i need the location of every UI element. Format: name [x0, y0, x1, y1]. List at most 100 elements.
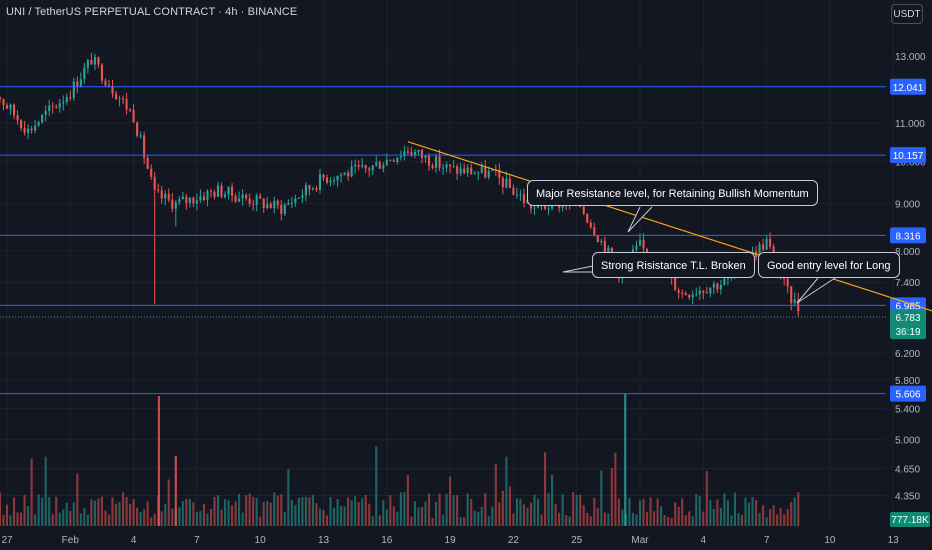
volume-bar: [596, 507, 599, 526]
volume-bar: [283, 512, 286, 526]
annotation-entry-level[interactable]: Good entry level for Long: [758, 252, 900, 278]
volume-bar: [93, 500, 96, 526]
candle-body: [484, 166, 487, 178]
volume-bar: [216, 495, 220, 526]
candle-body: [114, 93, 118, 100]
price-tick-label: 6.200: [895, 349, 920, 360]
candle-body: [12, 104, 16, 116]
volume-bar: [318, 508, 322, 526]
volume-bar: [586, 512, 589, 526]
volume-bar: [477, 511, 480, 526]
volume-bar: [167, 479, 170, 526]
annotation-trendline-broken[interactable]: Strong Risistance T.L. Broken: [592, 252, 755, 278]
candle-body: [410, 152, 413, 156]
candle-body: [354, 165, 357, 167]
candle-body: [238, 198, 241, 202]
volume-bar: [41, 497, 44, 526]
volume-bar: [364, 494, 367, 526]
volume-bar: [354, 496, 357, 526]
candle-body: [413, 151, 416, 156]
candle-body: [41, 114, 44, 123]
level-price-label: 12.041: [893, 83, 924, 94]
volume-bar: [769, 509, 772, 526]
volume-bar: [297, 497, 300, 526]
candle-body: [301, 195, 304, 198]
volume-bar: [392, 506, 395, 526]
time-tick-label: 4: [131, 535, 137, 546]
level-price-label: 5.606: [895, 390, 920, 401]
volume-bar: [220, 509, 223, 526]
candle-body: [72, 81, 75, 98]
candle-body: [104, 80, 107, 86]
candle-body: [603, 240, 606, 255]
volume-bar: [343, 506, 346, 526]
volume-bar: [529, 502, 533, 526]
candle-body: [79, 79, 82, 87]
candle-body: [248, 198, 251, 204]
volume-bar: [512, 513, 515, 526]
candle-body: [44, 111, 47, 115]
candle-body: [691, 294, 694, 298]
volume-bar: [740, 514, 744, 526]
candle-body: [371, 165, 374, 171]
candle-body: [269, 203, 272, 208]
volume-bar: [473, 510, 476, 526]
volume-bar: [621, 509, 624, 526]
candle-body: [157, 189, 160, 191]
candle-body: [512, 187, 515, 195]
volume-bar: [266, 500, 269, 526]
volume-bar: [58, 512, 61, 526]
candle-body: [765, 238, 768, 250]
candle-body: [772, 246, 775, 255]
volume-bar: [484, 492, 487, 526]
volume-bar: [526, 507, 529, 526]
volume-bar: [554, 503, 557, 526]
candle-body: [758, 244, 761, 258]
candle-body: [681, 292, 684, 294]
volume-bar: [533, 494, 536, 526]
candle-body: [231, 186, 234, 196]
volume-bar: [420, 506, 424, 526]
volume-bar-spike: [174, 456, 177, 526]
volume-bar: [107, 514, 111, 526]
candle-body: [227, 186, 230, 195]
volume-bar: [628, 498, 631, 526]
candle-body: [480, 166, 483, 173]
candle-body: [452, 166, 455, 168]
candle-body: [600, 240, 603, 243]
candle-body: [350, 166, 353, 177]
volume-bar: [431, 517, 434, 526]
volume-bar: [582, 505, 585, 526]
volume-bar: [396, 511, 399, 526]
volume-bar: [357, 501, 360, 526]
candle-body: [712, 283, 715, 288]
candle-body: [69, 97, 72, 99]
candle-body: [58, 103, 61, 108]
volume-bar: [614, 452, 617, 526]
volume-bar: [705, 471, 708, 526]
descending-trendline: [407, 141, 932, 312]
volume-bar: [44, 456, 47, 526]
candle-body: [498, 169, 501, 178]
candle-body: [216, 185, 220, 197]
candle-body: [290, 202, 293, 204]
last-price-tag: [890, 309, 926, 340]
volume-bar: [744, 497, 747, 526]
volume-bar: [568, 516, 571, 526]
volume-bar: [181, 501, 184, 526]
volume-bar: [213, 497, 216, 526]
price-tick-label: 13.000: [895, 52, 926, 63]
price-tick-label: 4.650: [895, 465, 920, 476]
volume-bar: [231, 505, 234, 526]
candle-body: [100, 64, 104, 81]
candle-body: [121, 98, 125, 100]
volume-bar: [754, 500, 758, 526]
candle-body: [34, 125, 37, 131]
volume-bar: [466, 493, 469, 526]
volume-bar: [540, 514, 543, 526]
volume-bar: [136, 507, 139, 526]
volume-bar: [519, 498, 522, 526]
currency-button[interactable]: USDT: [891, 4, 923, 24]
annotation-major-resistance[interactable]: Major Resistance level, for Retaining Bu…: [527, 180, 818, 206]
volume-bar: [5, 504, 9, 526]
